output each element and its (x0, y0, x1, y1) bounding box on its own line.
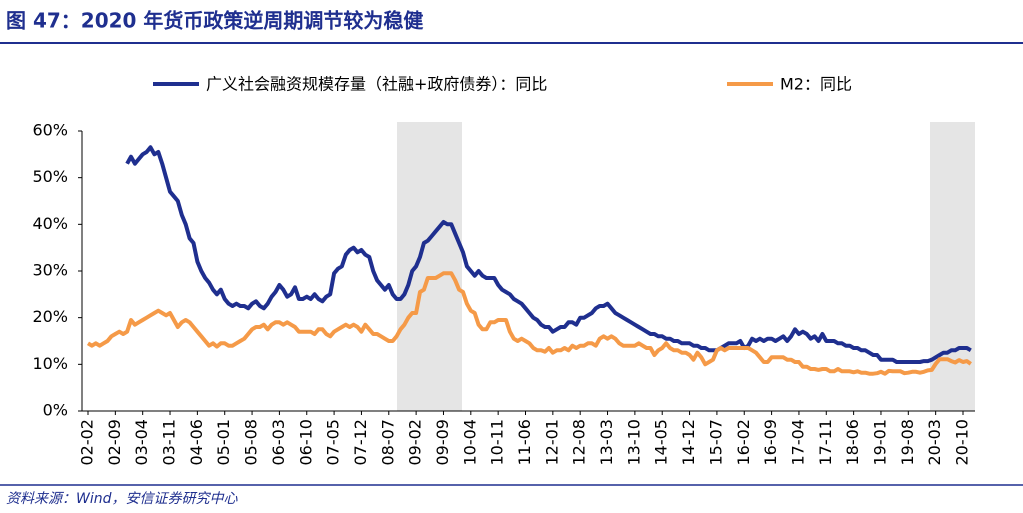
x-tick-label: 19-08 (898, 419, 917, 466)
x-tick-label: 06-03 (269, 419, 288, 466)
x-tick-label: 04-06 (187, 419, 206, 466)
x-tick-label: 05-08 (242, 419, 261, 466)
x-tick-label: 12-01 (542, 419, 561, 466)
x-tick-label: 20-10 (953, 419, 972, 466)
x-tick-label: 12-08 (570, 419, 589, 466)
y-tick-label: 30% (32, 261, 68, 280)
x-tick-label: 20-03 (925, 419, 944, 466)
x-tick-label: 15-07 (706, 419, 725, 466)
x-tick-label: 13-03 (597, 419, 616, 466)
x-tick-label: 19-01 (870, 419, 889, 466)
source-note: 资料来源：Wind，安信证券研究中心 (6, 491, 238, 507)
shaded-period (397, 122, 462, 411)
x-tick-label: 14-05 (652, 419, 671, 466)
series-line (86, 271, 972, 376)
x-tick-label: 13-10 (624, 419, 643, 466)
shaded-period (930, 122, 975, 411)
legend-label: 广义社会融资规模存量（社融+政府债券）：同比 (206, 75, 547, 94)
series-line (125, 145, 972, 364)
x-tick-label: 10-04 (460, 419, 479, 466)
x-tick-label: 10-11 (488, 419, 507, 466)
x-tick-label: 11-06 (515, 419, 534, 466)
chart-title: 图 47：2020 年货币政策逆周期调节较为稳健 (6, 9, 423, 33)
x-tick-label: 03-04 (132, 419, 151, 466)
x-tick-label: 08-07 (378, 419, 397, 466)
x-tick-label: 02-09 (105, 419, 124, 466)
y-tick-label: 50% (32, 167, 68, 186)
x-tick-label: 16-02 (734, 419, 753, 466)
x-tick-label: 07-12 (351, 419, 370, 466)
y-tick-label: 0% (43, 401, 68, 420)
plot-area: 0% 10% 20% 30% 40% 50% 60% 02-02 02-09 03-04 03-11… (32, 75, 975, 466)
x-tick-label: 06-10 (296, 419, 315, 466)
x-tick-label: 09-09 (433, 419, 452, 466)
x-tick-label: 07-05 (324, 419, 343, 466)
x-tick-label: 17-11 (816, 419, 835, 466)
legend-label: M2：同比 (780, 75, 852, 94)
y-tick-label: 40% (32, 214, 68, 233)
x-tick-label: 17-04 (788, 419, 807, 466)
x-tick-label: 14-12 (679, 419, 698, 466)
y-tick-label: 20% (32, 307, 68, 326)
y-tick-label: 60% (32, 121, 68, 140)
x-tick-label: 09-02 (406, 419, 425, 466)
y-tick-label: 10% (32, 354, 68, 373)
x-tick-label: 05-01 (214, 419, 233, 466)
x-tick-label: 02-02 (78, 419, 97, 466)
x-tick-label: 18-06 (843, 419, 862, 466)
x-tick-label: 16-09 (761, 419, 780, 466)
x-tick-label: 03-11 (160, 419, 179, 466)
